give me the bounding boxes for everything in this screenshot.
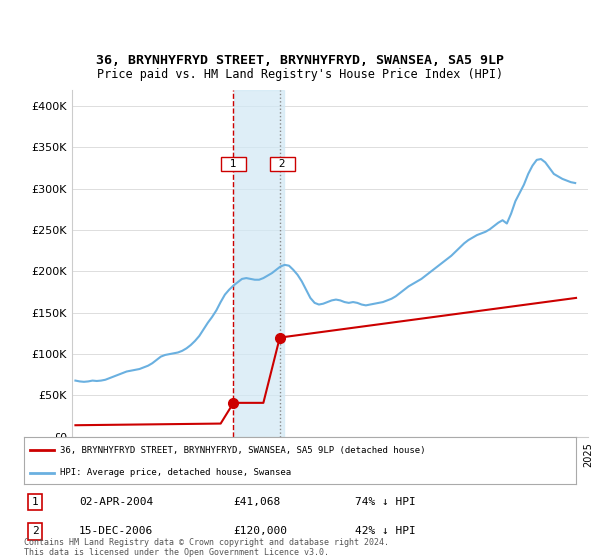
Text: £120,000: £120,000 [234, 526, 288, 536]
Text: £41,068: £41,068 [234, 497, 281, 507]
Text: 2: 2 [32, 526, 38, 536]
Bar [235, 90, 284, 437]
Text: 15-DEC-2006: 15-DEC-2006 [79, 526, 154, 536]
Text: 1: 1 [223, 159, 244, 169]
Text: 42% ↓ HPI: 42% ↓ HPI [355, 526, 416, 536]
Text: 36, BRYNHYFRYD STREET, BRYNHYFRYD, SWANSEA, SA5 9LP (detached house): 36, BRYNHYFRYD STREET, BRYNHYFRYD, SWANS… [60, 446, 425, 455]
Text: Contains HM Land Registry data © Crown copyright and database right 2024.
This d: Contains HM Land Registry data © Crown c… [24, 538, 389, 557]
Text: 74% ↓ HPI: 74% ↓ HPI [355, 497, 416, 507]
Text: 2: 2 [272, 159, 292, 169]
Text: 36, BRYNHYFRYD STREET, BRYNHYFRYD, SWANSEA, SA5 9LP: 36, BRYNHYFRYD STREET, BRYNHYFRYD, SWANS… [96, 54, 504, 67]
Text: 1: 1 [32, 497, 38, 507]
Text: 02-APR-2004: 02-APR-2004 [79, 497, 154, 507]
Text: HPI: Average price, detached house, Swansea: HPI: Average price, detached house, Swan… [60, 468, 291, 477]
Text: Price paid vs. HM Land Registry's House Price Index (HPI): Price paid vs. HM Land Registry's House … [97, 68, 503, 81]
